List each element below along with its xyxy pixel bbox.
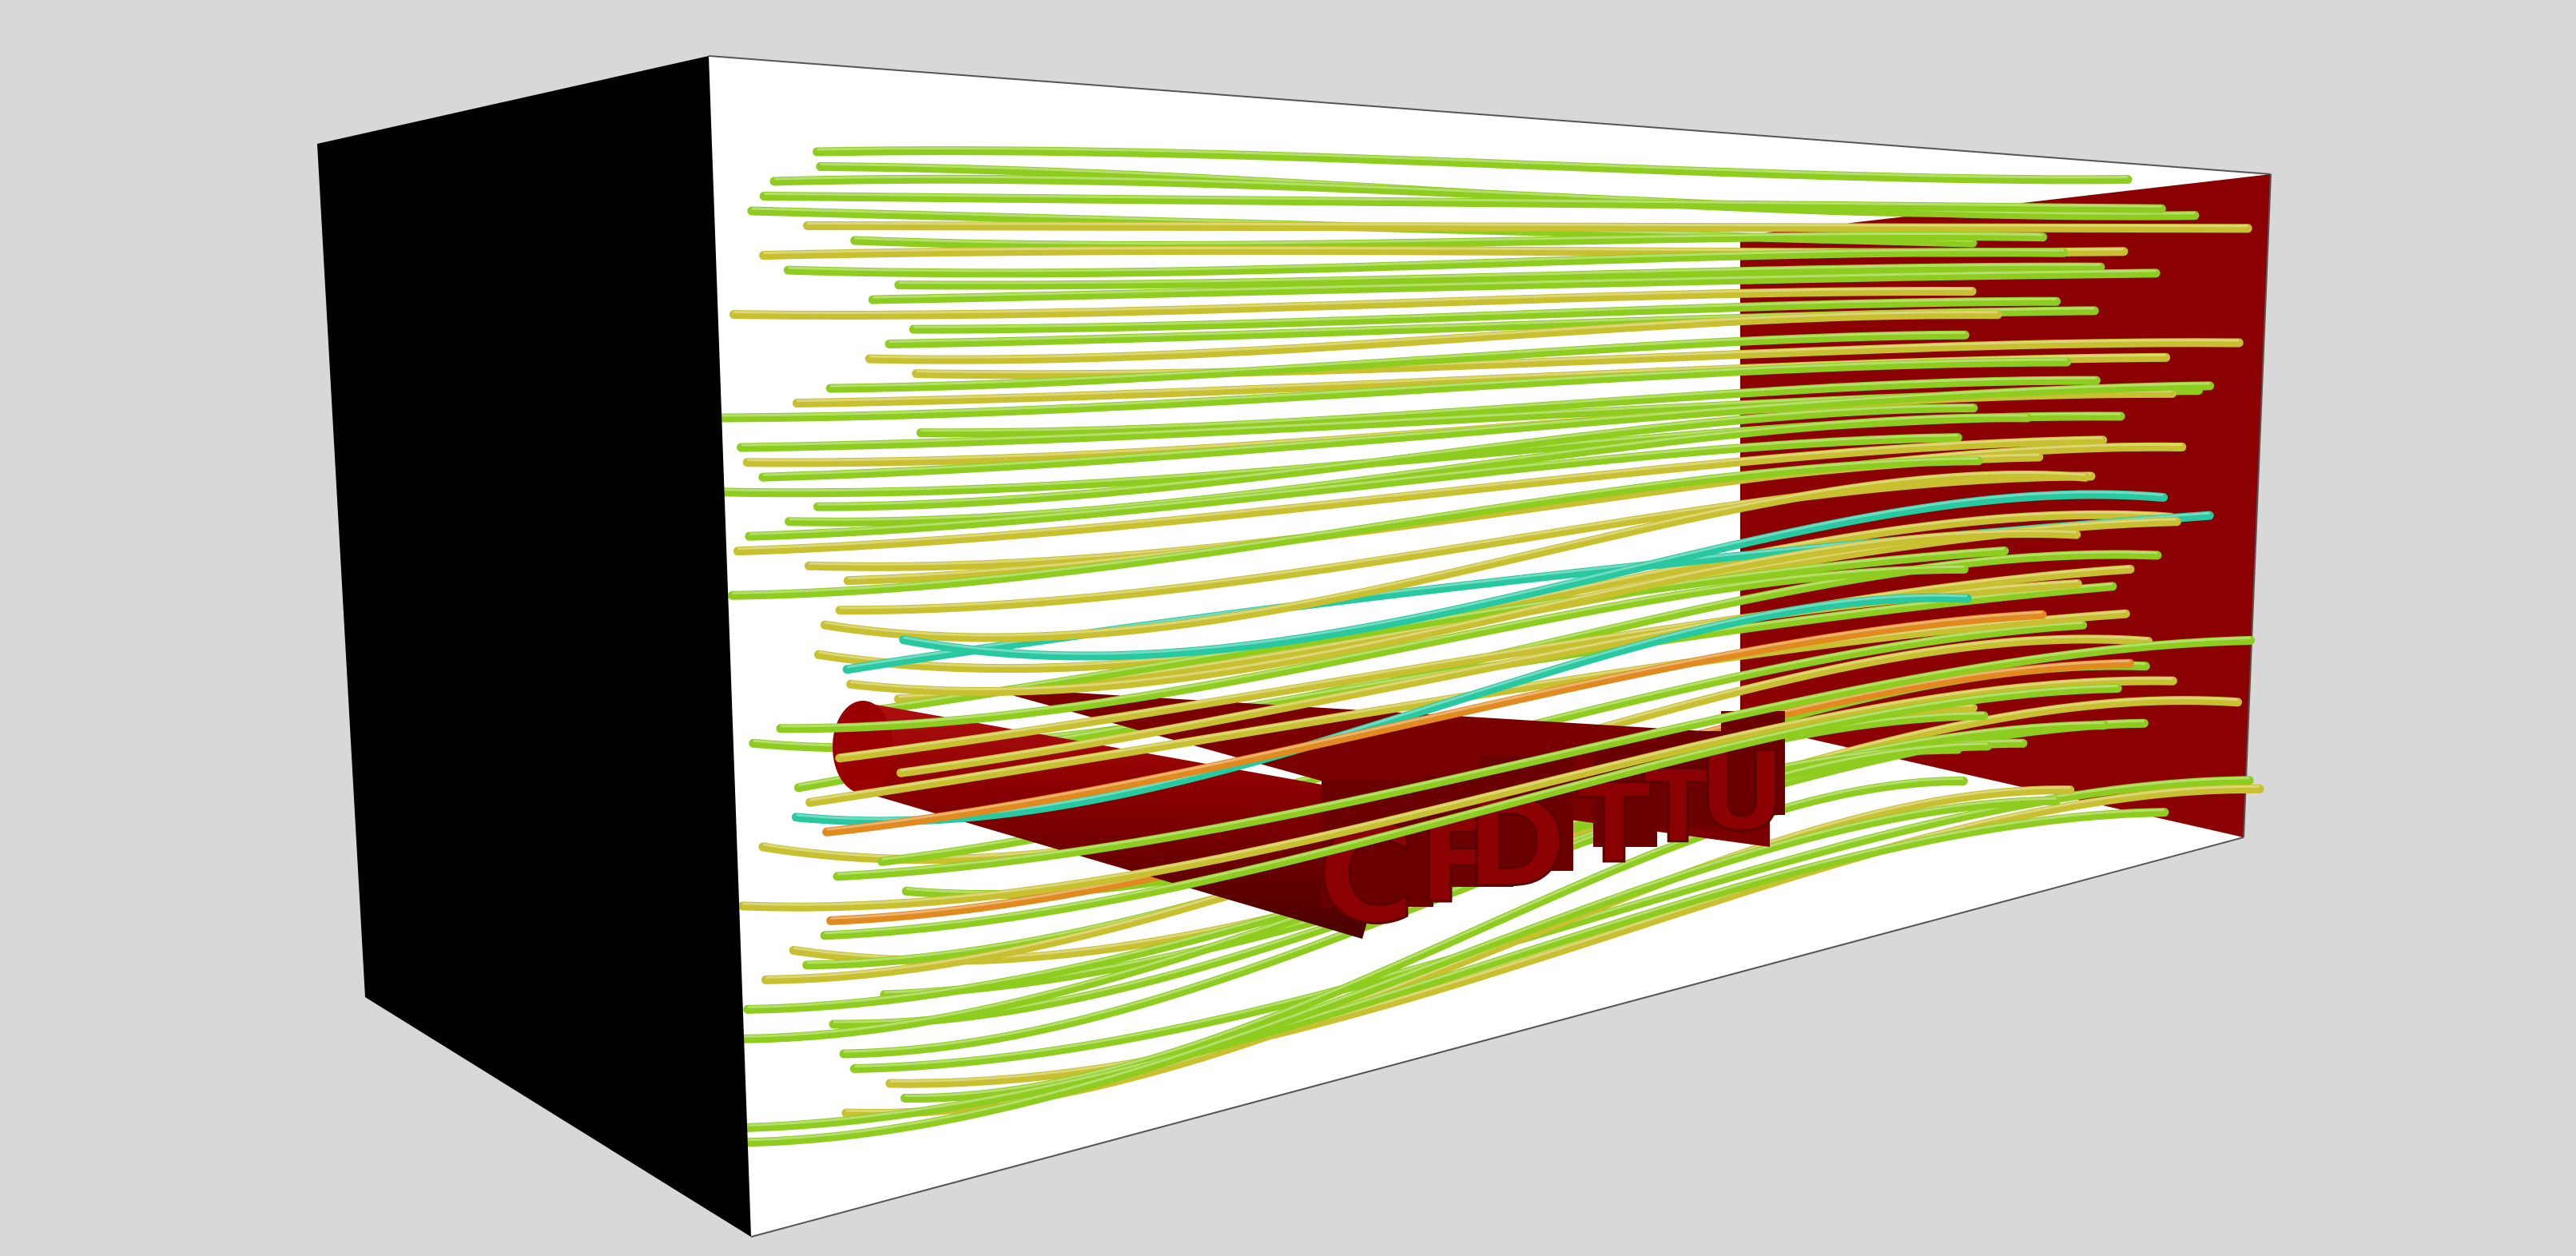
streamline <box>839 741 1993 1059</box>
domain-edges <box>708 55 2272 1238</box>
streamline-highlight <box>740 797 2057 1142</box>
obstacle: C FD TTU <box>833 687 1787 955</box>
streamline-highlight <box>873 269 2157 299</box>
streamline-highlight <box>749 434 1958 535</box>
streamline <box>896 564 2135 777</box>
streamline-highlight <box>850 530 2077 690</box>
streamline-highlight <box>830 331 1966 388</box>
streamline <box>825 330 1970 393</box>
streamline <box>820 683 2122 940</box>
streamline-highlight <box>903 491 2164 655</box>
streamline <box>803 221 2252 233</box>
streamline-highlight <box>825 684 2118 935</box>
streamline <box>846 529 2081 696</box>
obstacle-letter: T <box>1644 748 1712 865</box>
streamline-highlight <box>764 193 2162 208</box>
streamline-highlight <box>788 248 2065 272</box>
streamline-highlight <box>913 297 2057 328</box>
streamlines-front <box>737 471 2256 940</box>
streamline-highlight <box>916 339 2240 374</box>
streamline-highlight <box>889 785 2260 1083</box>
streamline-highlight <box>817 147 2129 179</box>
streamline <box>729 286 1977 320</box>
streamline <box>783 248 2069 278</box>
streamline <box>833 636 2256 881</box>
streamline <box>868 268 2161 304</box>
streamline <box>769 174 2200 221</box>
streamline-highlight <box>797 353 2166 403</box>
obstacle-letter-block <box>1481 755 1573 871</box>
streamline-highlight <box>773 175 2195 215</box>
streamline-highlight <box>737 436 2103 550</box>
streamline <box>822 610 2047 837</box>
streamline <box>736 796 2061 1147</box>
streamline <box>899 490 2169 661</box>
streamline-highlight <box>837 637 2251 876</box>
streamline <box>813 403 1978 511</box>
streamline <box>850 231 2048 250</box>
streamline <box>737 676 2177 912</box>
streamline-highlight <box>852 547 2005 713</box>
streamline-highlight <box>789 414 2028 521</box>
streamline <box>758 381 2215 482</box>
streamline-highlight <box>745 809 2165 1127</box>
streamline <box>820 471 2090 642</box>
streamline-highlight <box>732 457 1979 594</box>
streamline <box>916 376 2101 438</box>
streamline <box>865 310 2002 364</box>
streamline <box>813 146 2133 185</box>
streamline-highlight <box>780 565 1965 728</box>
streamline-highlight <box>854 232 2043 244</box>
streamline-highlight <box>904 777 1964 1098</box>
streamline-highlight <box>742 677 2173 906</box>
streamline-highlight <box>920 376 2097 432</box>
streamline <box>894 262 2105 290</box>
streamline <box>908 296 2061 334</box>
obstacle-cylinder-cap <box>833 701 893 793</box>
streamline-highlight <box>826 610 2043 831</box>
streamline <box>813 510 2176 674</box>
streamline <box>733 435 2108 556</box>
streamline-highlight <box>898 263 2101 284</box>
streamline-highlight <box>900 565 2131 772</box>
streamline <box>759 192 2166 213</box>
streamline <box>776 564 1969 733</box>
streamline-highlight <box>825 471 2086 637</box>
streamline-highlight <box>807 221 2248 228</box>
streamline <box>745 433 1962 541</box>
streamline-highlight <box>762 382 2210 476</box>
streamline-highlight <box>817 404 1974 506</box>
streamline <box>791 593 1972 826</box>
streamline-highlight <box>716 358 2067 417</box>
streamline-highlight <box>844 742 1988 1053</box>
streamline <box>740 808 2169 1132</box>
inlet-face <box>317 56 751 1237</box>
streamline <box>728 456 1983 600</box>
streamline-highlight <box>869 311 1998 359</box>
streamline <box>785 413 2032 527</box>
streamline-highlight <box>733 287 1973 314</box>
streamline <box>712 357 2072 423</box>
